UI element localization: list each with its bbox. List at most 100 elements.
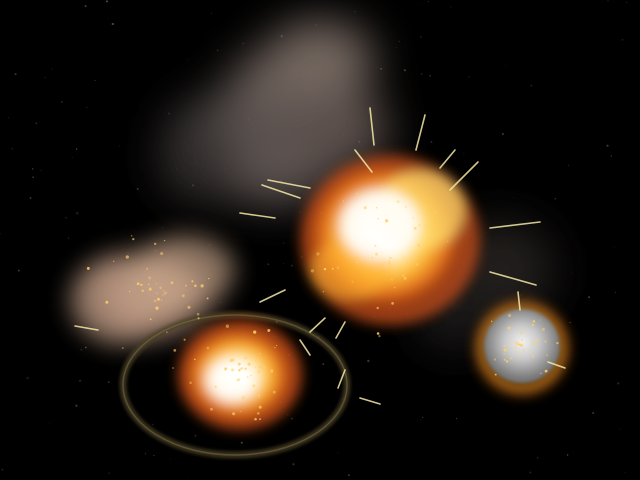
- debris-particle: [336, 266, 340, 269]
- debris-particle: [237, 378, 241, 382]
- debris-particle: [514, 346, 517, 349]
- debris-particle: [323, 267, 327, 271]
- debris-particle: [136, 282, 140, 286]
- debris-particle: [316, 252, 320, 256]
- dust-particle: [450, 6, 452, 8]
- debris-particle: [257, 371, 260, 374]
- dust-particle: [84, 346, 87, 349]
- spark-streak: [299, 339, 311, 356]
- dust-particle: [420, 36, 422, 38]
- debris-particle: [393, 286, 396, 289]
- debris-particle: [275, 344, 278, 347]
- debris-particle: [132, 237, 135, 241]
- debris-particle: [196, 312, 200, 316]
- debris-particle: [508, 326, 511, 330]
- debris-particle: [157, 297, 160, 301]
- dust-particle: [71, 157, 73, 158]
- debris-particle: [159, 286, 162, 290]
- dust-particle: [619, 428, 621, 430]
- dust-particle: [17, 269, 20, 272]
- debris-particle: [197, 317, 200, 320]
- dust-particle: [420, 73, 423, 75]
- smoke-cloud-left: [70, 235, 235, 350]
- dust-particle: [429, 74, 431, 77]
- debris-particle: [261, 367, 266, 371]
- dust-particle: [14, 73, 17, 76]
- debris-particle: [508, 313, 512, 318]
- debris-particle: [505, 360, 509, 363]
- debris-particle: [377, 218, 379, 220]
- spark-streak: [449, 161, 479, 191]
- debris-particle: [156, 292, 158, 295]
- dust-particle: [75, 148, 78, 150]
- debris-particle: [546, 354, 548, 356]
- debris-particle: [208, 278, 210, 280]
- dust-particle: [455, 417, 458, 420]
- debris-particle: [231, 368, 235, 372]
- debris-particle: [232, 412, 236, 416]
- dust-particle: [291, 417, 293, 420]
- spark-streak: [547, 361, 566, 369]
- debris-particles: [86, 185, 559, 421]
- debris-particle: [231, 358, 235, 362]
- dust-particle: [292, 463, 295, 466]
- debris-particle: [253, 330, 257, 334]
- debris-particle: [270, 369, 274, 373]
- dust-particle: [48, 422, 50, 424]
- debris-particle: [363, 206, 367, 210]
- debris-particle: [162, 294, 164, 296]
- dust-particle: [567, 164, 570, 166]
- dust-particle: [337, 452, 339, 454]
- debris-particle: [522, 349, 525, 352]
- dust-particle: [607, 0, 609, 2]
- debris-particle: [544, 340, 547, 343]
- debris-particle: [493, 358, 496, 361]
- dust-particle: [118, 145, 120, 147]
- debris-particle: [125, 255, 129, 259]
- debris-particle: [378, 335, 381, 338]
- dust-particle: [51, 68, 53, 70]
- spark-streak: [354, 149, 373, 173]
- dust-particle: [569, 321, 571, 324]
- debris-particle: [415, 263, 419, 266]
- dust-particle: [354, 10, 356, 13]
- dust-particle: [170, 458, 172, 460]
- debris-particle: [237, 362, 241, 366]
- dust-particle: [111, 22, 114, 26]
- debris-particle: [412, 217, 415, 219]
- dust-particle: [614, 291, 617, 294]
- debris-particle: [173, 349, 177, 352]
- fireball-lower: [178, 320, 302, 430]
- debris-particle: [531, 351, 533, 353]
- debris-particle: [155, 306, 159, 310]
- dust-particle: [78, 379, 82, 382]
- debris-particle: [112, 260, 115, 263]
- debris-particle: [380, 263, 384, 266]
- dust-particle: [11, 147, 14, 150]
- debris-particle: [544, 369, 548, 373]
- debris-particle: [524, 330, 526, 333]
- spark-streak: [239, 212, 276, 219]
- spark-streak: [309, 317, 326, 333]
- dust-particle: [380, 67, 383, 70]
- dust-particle: [322, 363, 325, 365]
- dust-particle: [621, 38, 624, 41]
- dust-particle: [287, 413, 289, 416]
- dust-particle: [554, 198, 556, 200]
- debris-particle: [206, 297, 209, 300]
- dust-particle: [606, 144, 609, 147]
- dust-particle: [610, 155, 613, 157]
- debris-particle: [381, 251, 383, 253]
- shockwave-ring: [119, 311, 351, 459]
- dust-particle: [67, 237, 70, 240]
- dust-particle: [31, 168, 34, 170]
- debris-particle: [355, 256, 359, 260]
- debris-particle: [417, 243, 421, 247]
- debris-particle: [163, 239, 166, 242]
- debris-particle: [403, 256, 405, 259]
- debris-particle: [139, 283, 143, 287]
- debris-particle: [264, 366, 266, 368]
- debris-particle: [519, 343, 523, 347]
- debris-particle: [247, 362, 251, 366]
